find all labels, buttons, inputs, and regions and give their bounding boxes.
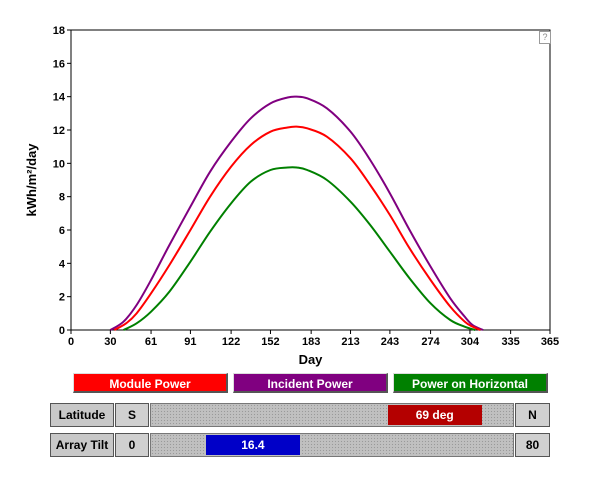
plot-frame <box>70 29 551 331</box>
y-tick-label: 2 <box>59 292 65 304</box>
y-tick-label: 12 <box>53 125 65 137</box>
latitude-label: Latitude <box>50 403 114 427</box>
module-power-button[interactable]: Module Power <box>73 373 228 393</box>
chart-labels: 0 2 4 6 8 10 12 14 16 18 0 30 61 91 122 152 183 213 243 274… <box>24 25 559 367</box>
x-tick-label: 183 <box>302 336 320 348</box>
chart-series <box>109 95 484 331</box>
incident-power-line <box>109 95 484 331</box>
y-tick-label: 16 <box>53 58 65 70</box>
x-tick-label: 30 <box>104 336 116 348</box>
x-tick-label: 152 <box>261 336 279 348</box>
array-tilt-min-button[interactable]: 0 <box>115 433 149 457</box>
power-on-horizontal-line <box>123 166 476 331</box>
y-tick-label: 4 <box>59 258 66 270</box>
latitude-slider-row: Latitude S 69 deg N <box>50 403 550 427</box>
help-icon[interactable]: ? <box>539 31 551 44</box>
y-axis-title: kWh/m²/day <box>24 143 39 217</box>
y-tick-label: 18 <box>53 25 65 37</box>
y-tick-label: 10 <box>53 158 65 170</box>
incident-power-button[interactable]: Incident Power <box>233 373 388 393</box>
array-tilt-label: Array Tilt <box>50 433 114 457</box>
array-tilt-max-button[interactable]: 80 <box>515 433 550 457</box>
y-tick-label: 0 <box>59 325 65 337</box>
x-tick-label: 304 <box>461 336 480 348</box>
x-tick-label: 0 <box>68 336 74 348</box>
x-tick-label: 335 <box>501 336 519 348</box>
latitude-slider-thumb[interactable]: 69 deg <box>387 405 482 425</box>
y-tick-label: 14 <box>53 92 66 104</box>
array-tilt-slider-thumb[interactable]: 16.4 <box>205 435 300 455</box>
array-tilt-slider-track[interactable]: 16.4 <box>150 433 514 457</box>
x-tick-label: 274 <box>421 336 440 348</box>
y-tick-label: 8 <box>59 192 65 204</box>
chart-axes <box>67 29 551 334</box>
x-tick-label: 365 <box>541 336 559 348</box>
latitude-slider-track[interactable]: 69 deg <box>150 403 514 427</box>
latitude-min-button[interactable]: S <box>115 403 149 427</box>
latitude-max-button[interactable]: N <box>515 403 550 427</box>
x-tick-label: 243 <box>381 336 399 348</box>
module-power-line <box>113 125 481 331</box>
y-tick-label: 6 <box>59 225 65 237</box>
x-tick-label: 61 <box>145 336 157 348</box>
array-tilt-slider-row: Array Tilt 0 16.4 80 <box>50 433 550 457</box>
x-axis-title: Day <box>299 352 324 367</box>
x-tick-label: 91 <box>184 336 196 348</box>
chart: 0 2 4 6 8 10 12 14 16 18 0 30 61 91 122 152 183 213 243 274… <box>24 25 559 367</box>
x-tick-label: 122 <box>222 336 240 348</box>
horizontal-power-button[interactable]: Power on Horizontal <box>393 373 548 393</box>
x-tick-label: 213 <box>341 336 359 348</box>
